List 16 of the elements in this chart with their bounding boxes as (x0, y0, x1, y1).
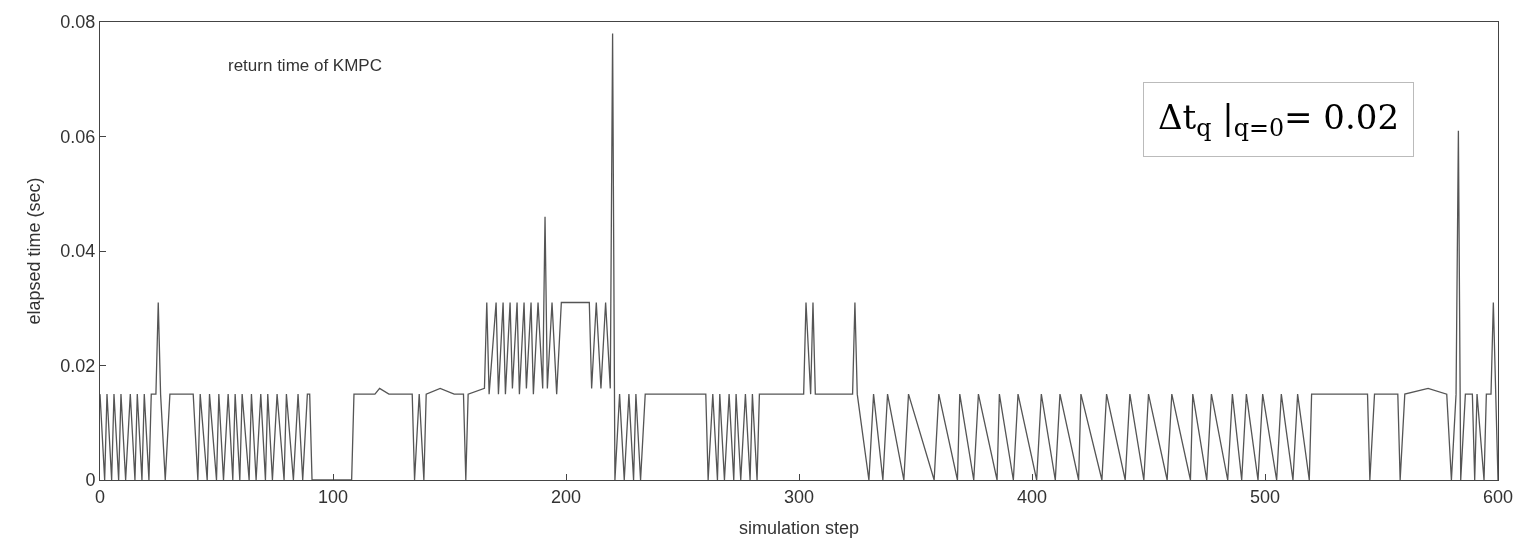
annotation: Δt$_{q}$ |$_{q=0}$= 0.02 (1158, 97, 1400, 143)
x-tick-label: 300 (783, 486, 815, 507)
annotation: return time of KMPC (228, 56, 382, 75)
x-tick-label: 100 (317, 486, 349, 507)
y-tick-label: 0.04 (60, 241, 96, 262)
x-tick-label: 200 (550, 486, 582, 507)
y-tick-label: 0 (85, 470, 96, 491)
line-series (100, 32, 1498, 480)
y-tick-label: 0.08 (60, 12, 96, 33)
x-tick-label: 400 (1016, 486, 1048, 507)
y-tick-label: 0.06 (60, 126, 96, 147)
y-tick-label: 0.02 (60, 355, 96, 376)
x-axis-title: simulation step (738, 517, 860, 538)
x-tick-label: 600 (1482, 486, 1514, 507)
y-axis-title: elapsed time (sec) (23, 177, 44, 325)
x-tick-label: 500 (1249, 486, 1281, 507)
